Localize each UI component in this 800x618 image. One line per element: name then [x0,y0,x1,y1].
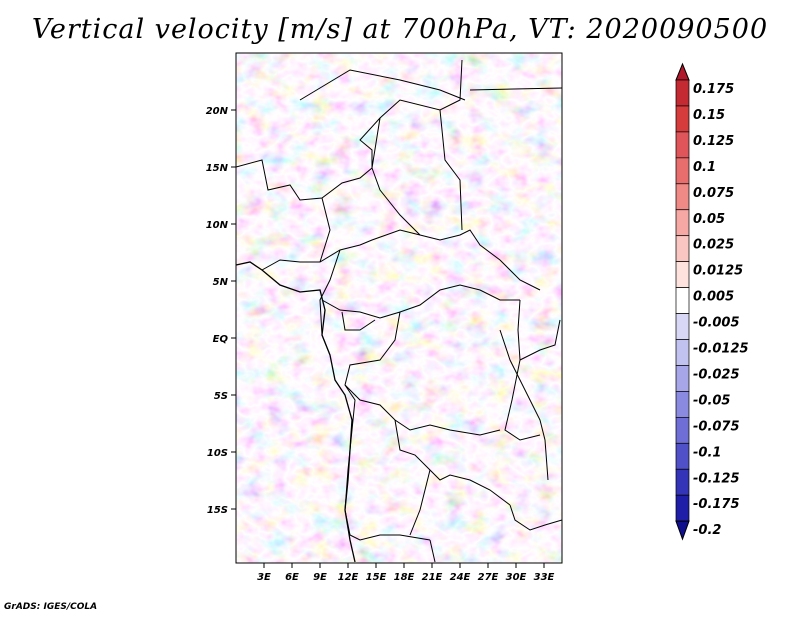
lon-label-24e: 24E [450,572,471,583]
colorbar-swatch [675,183,690,211]
colorbar-label: -0.075 [693,419,740,434]
colorbar-swatch [675,313,690,340]
lon-label-33e: 33E [534,572,555,583]
colorbar-swatch [675,79,690,107]
colorbar-swatch [675,235,690,262]
colorbar-swatch [675,261,690,288]
colorbar-label: 0.025 [693,238,734,253]
lat-label-eq: EQ [213,334,229,345]
lon-label-18e: 18E [394,572,415,583]
lon-axis [263,563,545,568]
colorbar-label: -0.0125 [693,342,749,357]
lat-label-15n: 15N [206,163,229,174]
colorbar-label: -0.025 [693,367,740,382]
colorbar-label: -0.1 [693,445,721,460]
lon-label-12e: 12E [338,572,359,583]
colorbar-label: 0.05 [693,212,725,227]
colorbar-arrow-bottom [675,520,690,541]
lon-label-9e: 9E [313,572,327,583]
colorbar-label: 0.005 [693,290,734,305]
colorbar-swatch [675,157,690,185]
coastline [236,261,356,563]
colorbar-label: -0.2 [693,523,721,538]
colorbar-swatch [675,287,690,314]
colorbar-swatch [675,365,690,392]
colorbar-label: 0.125 [693,134,734,149]
lon-label-3e: 3E [257,572,271,583]
lat-label-15s: 15S [207,505,228,516]
lat-label-10s: 10S [207,448,228,459]
map-frame [235,52,563,564]
colorbar: 0.175 0.15 0.125 0.1 0.075 0.05 0.025 0.0125 0.0… [675,62,749,541]
colorbar-label: -0.005 [693,316,740,331]
lon-label-15e: 15E [366,572,387,583]
grads-credit: GrADS: IGES/COLA [4,602,98,612]
colorbar-swatch [675,339,690,366]
colorbar-swatch [675,209,690,237]
lat-label-20n: 20N [206,106,229,117]
colorbar-swatch [675,391,690,418]
colorbar-label: 0.175 [693,82,734,97]
colorbar-label: 0.0125 [693,264,743,279]
lat-label-5s: 5S [214,391,228,402]
colorbar-swatch [675,105,690,133]
colorbar-arrow-top [675,62,690,81]
colorbar-label: 0.075 [693,186,734,201]
colorbar-label: -0.175 [693,497,740,512]
colorbar-swatch [675,442,690,470]
colorbar-swatch [675,131,690,159]
colorbar-label: 0.1 [693,160,716,175]
lon-label-30e: 30E [506,572,527,583]
lat-label-5n: 5N [213,277,229,288]
colorbar-label: -0.125 [693,471,740,486]
lat-axis [231,109,236,510]
lon-label-6e: 6E [285,572,299,583]
velocity-field [236,53,562,563]
colorbar-swatch [675,417,690,444]
colorbar-label: -0.05 [693,393,730,408]
lat-label-10n: 10N [206,220,229,231]
colorbar-label: 0.15 [693,108,725,123]
colorbar-swatch [675,468,690,496]
map-title: Vertical velocity [m/s] at 700hPa, VT: 2… [31,14,769,45]
lon-label-27e: 27E [478,572,499,583]
colorbar-swatch [675,494,690,522]
lon-label-21e: 21E [422,572,443,583]
